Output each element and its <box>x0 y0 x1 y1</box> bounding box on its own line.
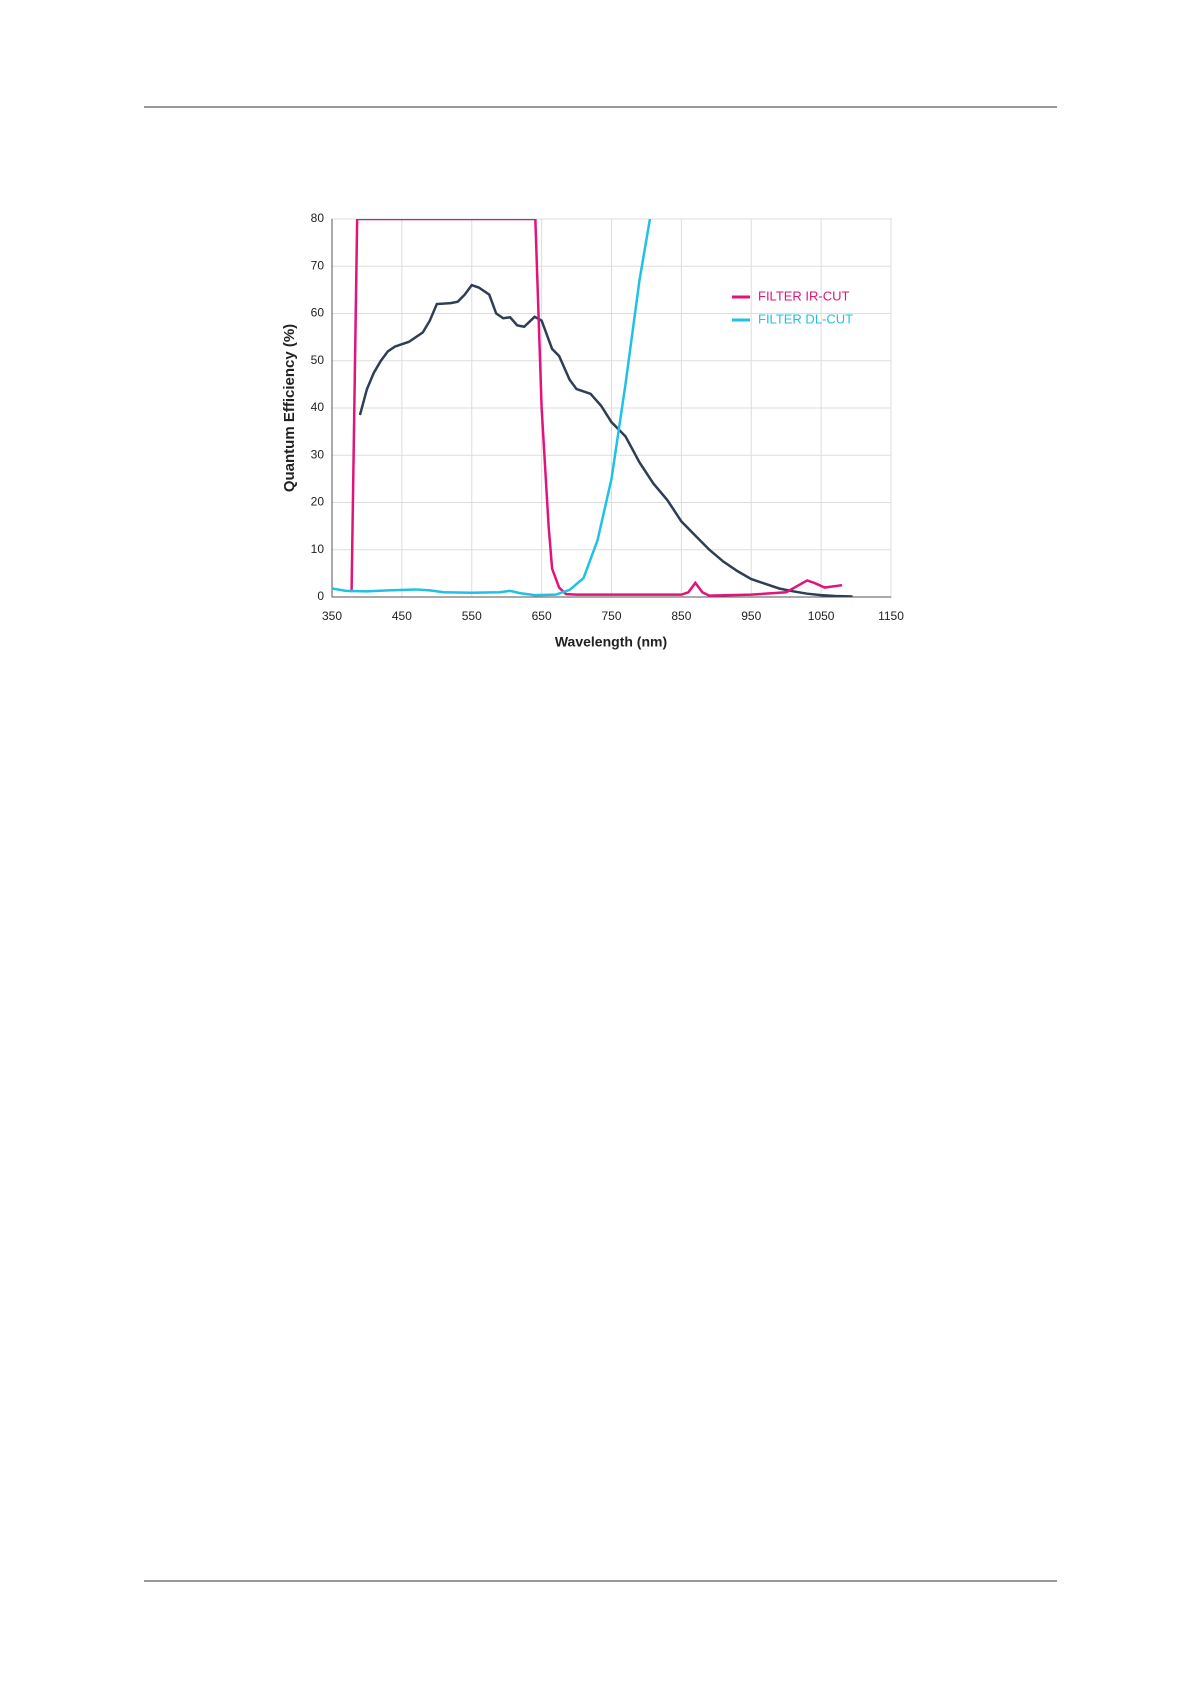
y-tick-label: 0 <box>317 589 324 603</box>
series-line <box>332 219 652 597</box>
y-tick-label: 10 <box>311 542 325 556</box>
y-tick-label: 40 <box>311 400 325 414</box>
legend-label: FILTER IR-CUT <box>758 288 850 303</box>
y-tick-label: 70 <box>311 258 325 272</box>
x-tick-label: 750 <box>601 609 621 623</box>
series-line <box>358 283 853 597</box>
x-tick-label: 1050 <box>808 609 835 623</box>
y-axis-title: Quantum Efficiency (%) <box>281 324 298 492</box>
x-axis-title: Wavelength (nm) <box>555 634 667 650</box>
x-tick-label: 950 <box>741 609 761 623</box>
y-tick-label: 30 <box>311 447 325 461</box>
legend-label: FILTER DL-CUT <box>758 311 853 326</box>
x-tick-label: 650 <box>532 609 552 623</box>
x-tick-label: 350 <box>322 609 342 623</box>
y-tick-label: 80 <box>311 211 325 225</box>
y-tick-label: 60 <box>311 306 325 320</box>
x-tick-label: 550 <box>462 609 482 623</box>
x-tick-label: 450 <box>392 609 412 623</box>
series-line <box>350 219 843 597</box>
y-tick-label: 50 <box>311 353 325 367</box>
y-tick-label: 20 <box>311 495 325 509</box>
x-tick-label: 1150 <box>878 609 904 623</box>
x-tick-label: 850 <box>671 609 691 623</box>
